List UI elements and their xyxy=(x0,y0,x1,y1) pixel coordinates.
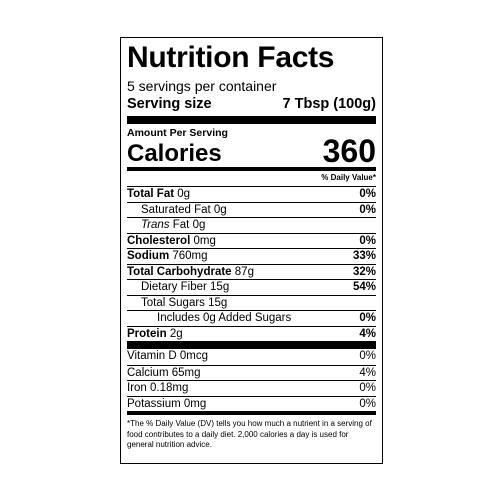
vitamin-row-calcium: Calcium 65mg 4% xyxy=(127,364,376,381)
nutrient-amount: 15g xyxy=(208,296,228,309)
vitamin-dv: 0% xyxy=(359,350,376,362)
nutrient-name: Protein xyxy=(127,327,167,340)
nutrient-amount: 760mg xyxy=(172,250,208,262)
calories-value: 360 xyxy=(322,133,376,169)
label-title: Nutrition Facts xyxy=(127,41,335,74)
vitamin-name: Vitamin D xyxy=(127,350,177,362)
nutrient-row-protein: Protein 2g 4% xyxy=(127,325,376,342)
vitamin-name: Calcium xyxy=(127,366,169,379)
medium-divider xyxy=(127,167,376,171)
nutrient-dv: 4% xyxy=(359,327,376,340)
nutrient-name: Saturated Fat xyxy=(141,203,211,216)
nutrient-row-cholesterol: Cholesterol 0mg 0% xyxy=(127,232,376,249)
serving-size-label: Serving size xyxy=(127,96,212,112)
serving-size-value: 7 Tbsp (100g) xyxy=(282,96,376,112)
vitamin-amount: 65mg xyxy=(171,366,201,379)
vitamin-row-vitamin-d: Vitamin D 0mcg 0% xyxy=(127,349,376,365)
vitamin-amount: 0.18mg xyxy=(150,382,189,394)
nutrient-row-total-fat: Total Fat 0g 0% xyxy=(127,186,376,202)
nutrient-row-sodium: Sodium 760mg 33% xyxy=(127,248,376,264)
nutrition-facts-label: Nutrition Facts 5 servings per container… xyxy=(120,37,383,464)
nutrient-name: Sodium xyxy=(127,250,170,262)
nutrient-name: Total Carbohydrate xyxy=(127,265,232,278)
nutrient-name-italic: Trans xyxy=(141,219,170,231)
nutrient-dv: 32% xyxy=(352,265,376,278)
nutrient-row-dietary-fiber: Dietary Fiber 15g 54% xyxy=(127,279,376,295)
vitamin-name: Potassium xyxy=(127,397,181,410)
nutrient-name: Total Fat xyxy=(127,188,175,200)
nutrient-dv: 0% xyxy=(359,234,376,247)
serving-size-row: Serving size 7 Tbsp (100g) xyxy=(127,95,376,113)
vitamin-amount: 0mcg xyxy=(179,350,208,362)
calories-label: Calories xyxy=(127,140,222,167)
servings-per-container: 5 servings per container xyxy=(127,78,277,94)
nutrient-dv: 0% xyxy=(359,203,376,216)
nutrient-name: Fat xyxy=(172,219,190,231)
nutrient-row-saturated-fat: Saturated Fat 0g 0% xyxy=(127,201,376,218)
nutrient-amount: 0mg xyxy=(193,234,216,247)
nutrient-dv: 33% xyxy=(352,250,376,262)
amount-per-serving: Amount Per Serving xyxy=(127,127,228,139)
nutrient-name: Dietary Fiber xyxy=(141,281,207,293)
nutrient-amount: 2g xyxy=(169,327,183,340)
nutrient-amount: 0g xyxy=(192,219,206,231)
nutrient-dv: 0% xyxy=(359,188,376,200)
thick-divider xyxy=(127,341,376,349)
vitamin-row-potassium: Potassium 0mg 0% xyxy=(127,395,376,412)
nutrient-amount: 87g xyxy=(234,265,254,278)
nutrient-amount: 15g xyxy=(210,281,230,293)
vitamin-dv: 4% xyxy=(359,366,376,379)
nutrient-row-trans-fat: Trans Fat 0g xyxy=(127,217,376,233)
nutrient-row-total-carbohydrate: Total Carbohydrate 87g 32% xyxy=(127,263,376,280)
daily-value-header: % Daily Value* xyxy=(321,173,376,182)
nutrient-name: Cholesterol xyxy=(127,234,191,247)
nutrient-row-total-sugars: Total Sugars 15g xyxy=(127,294,376,311)
vitamin-name: Iron xyxy=(127,382,147,394)
vitamin-row-iron: Iron 0.18mg 0% xyxy=(127,380,376,396)
calories-row: Calories 360 xyxy=(127,135,376,167)
nutrient-dv: 54% xyxy=(352,281,376,293)
vitamin-amount: 0mg xyxy=(183,397,207,410)
nutrient-amount: 0g xyxy=(213,203,227,216)
daily-value-footnote: *The % Daily Value (DV) tells you how mu… xyxy=(127,411,376,451)
vitamin-dv: 0% xyxy=(359,382,376,394)
nutrient-name: Includes 0g Added Sugars xyxy=(157,312,292,324)
nutrient-name: Total Sugars xyxy=(141,296,205,309)
thick-divider xyxy=(127,116,376,124)
vitamin-dv: 0% xyxy=(359,397,376,410)
nutrient-row-added-sugars: Includes 0g Added Sugars 0% xyxy=(127,310,376,326)
nutrient-dv: 0% xyxy=(359,312,376,324)
nutrient-amount: 0g xyxy=(177,188,191,200)
